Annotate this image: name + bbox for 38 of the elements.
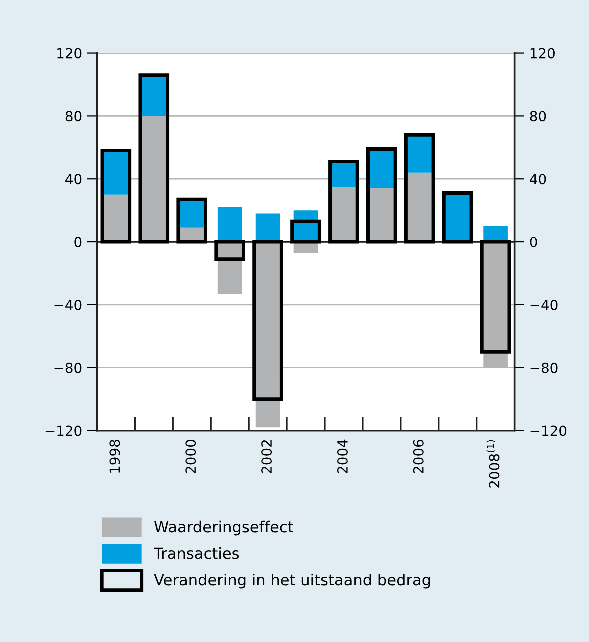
- y2-tick-label: 120: [530, 48, 555, 59]
- bar: [142, 75, 166, 116]
- x-tick-label: 2006: [413, 440, 424, 474]
- y2-tick-label: −120: [530, 426, 567, 436]
- x-tick-label: 2008$^{(1)}$: [486, 440, 500, 488]
- bar: [370, 188, 394, 242]
- bar: [332, 162, 356, 187]
- legend-label: Verandering in het uitstaand bedrag: [154, 574, 430, 589]
- y2-tick-label: −80: [530, 362, 558, 374]
- bar: [408, 135, 432, 173]
- x-tick-label: 2000: [186, 440, 196, 474]
- y-tick-label: −120: [46, 426, 82, 436]
- y2-tick-label: 40: [530, 174, 546, 185]
- y2-tick-label: 80: [530, 111, 546, 122]
- x-tick-label: 1998: [110, 440, 120, 473]
- y2-tick-label: 0: [530, 237, 538, 248]
- bar: [256, 214, 280, 242]
- legend-label: Waarderingseffect: [154, 520, 294, 536]
- y-tick-label: 80: [66, 111, 82, 122]
- bar: [218, 207, 242, 242]
- bar: [256, 242, 280, 428]
- bar: [370, 149, 394, 189]
- legend-label: Transacties: [154, 547, 240, 560]
- y-tick-label: 0: [74, 237, 82, 248]
- y-tick-label: 120: [58, 48, 82, 59]
- bar: [180, 200, 204, 228]
- y-tick-label: −40: [54, 300, 82, 310]
- y-tick-label: −80: [54, 362, 82, 374]
- x-tick-label: 2002: [262, 440, 272, 474]
- bar: [484, 226, 508, 242]
- y2-tick-label: −40: [530, 300, 558, 310]
- y-tick-label: 40: [66, 174, 82, 185]
- bar: [104, 194, 128, 242]
- bar: [104, 150, 128, 195]
- x-tick-label: 2004: [337, 440, 348, 474]
- bar: [142, 116, 166, 242]
- bar: [332, 186, 356, 242]
- bar: [408, 172, 432, 242]
